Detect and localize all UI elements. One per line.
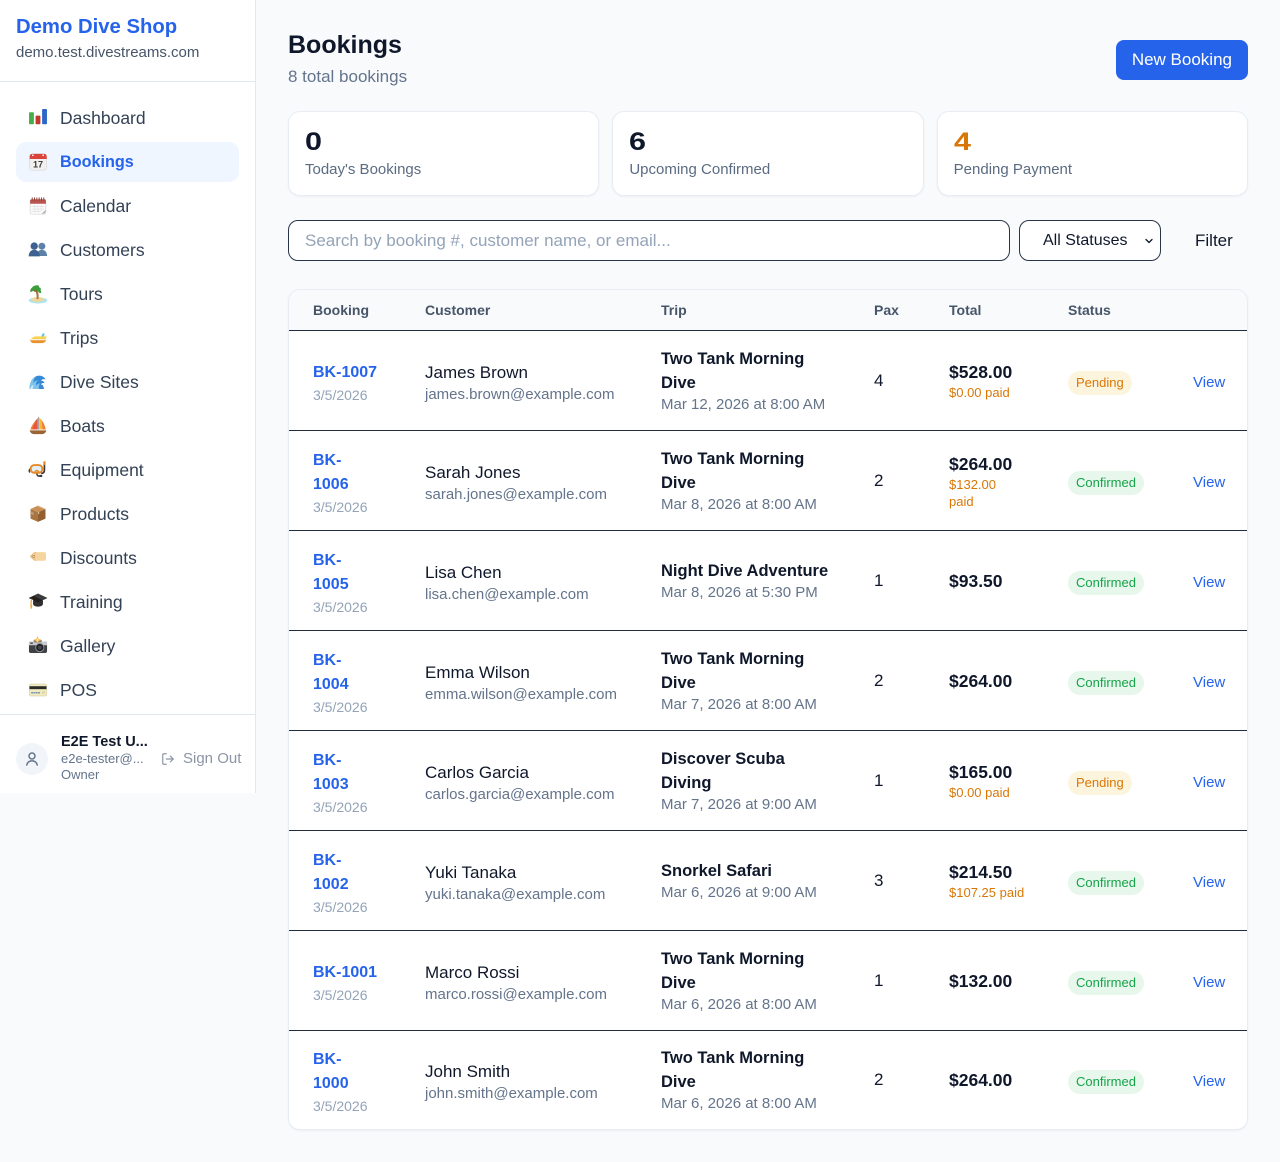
svg-text:17: 17 <box>33 159 43 169</box>
